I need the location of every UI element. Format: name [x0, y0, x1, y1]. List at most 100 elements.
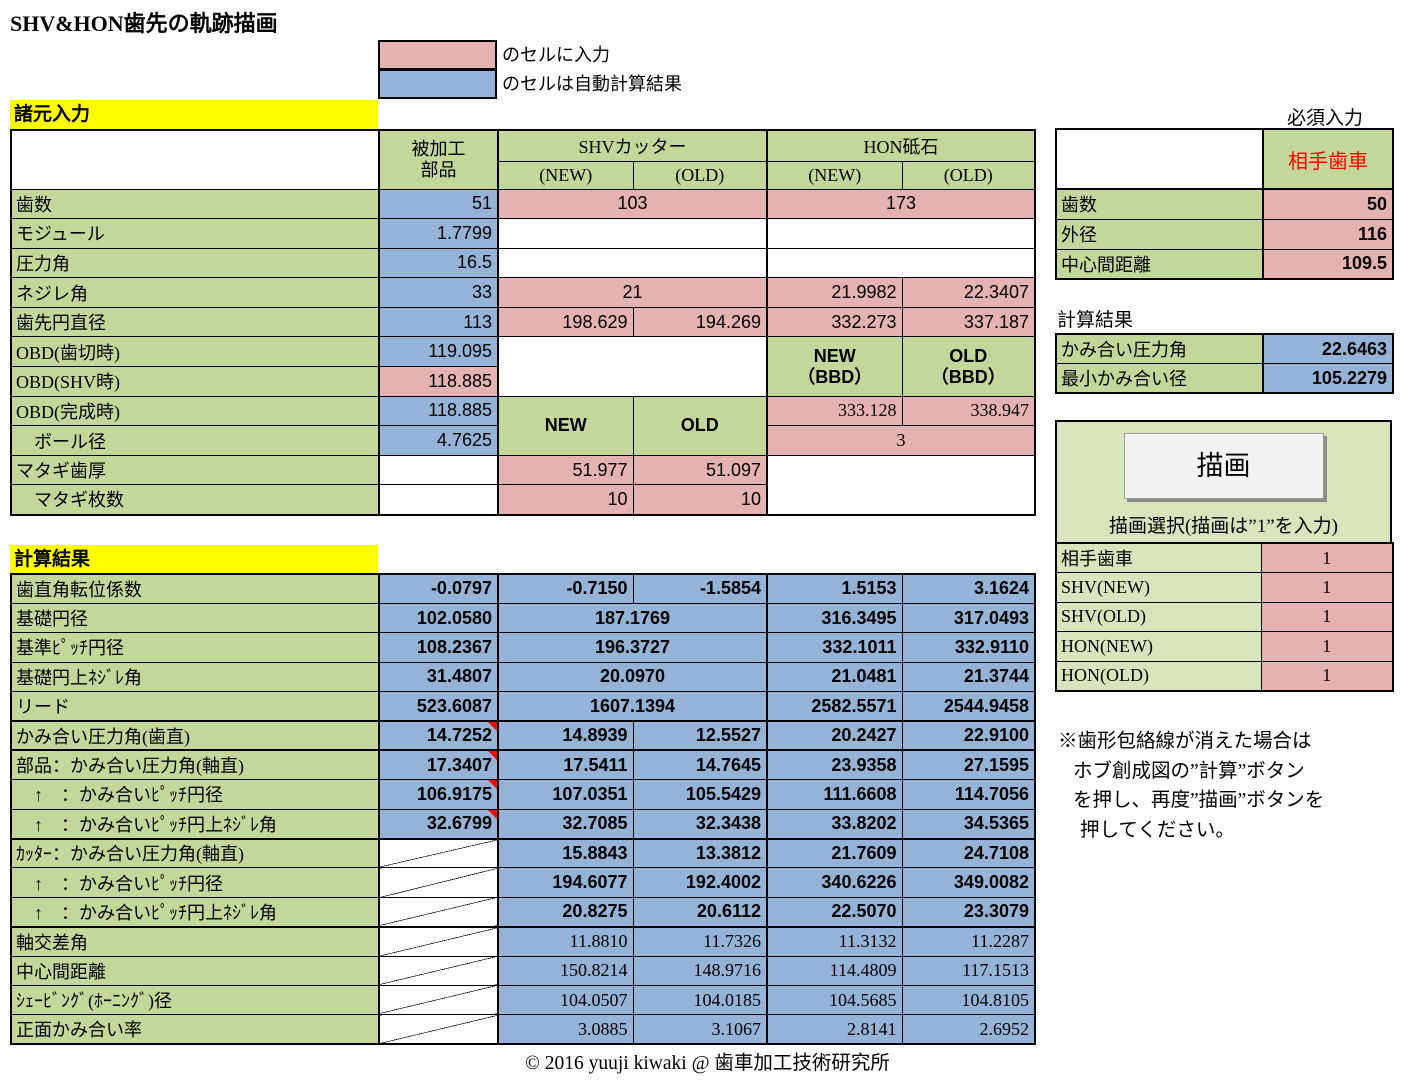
cell-partph-a: 32.7085: [497, 808, 634, 840]
right-calc-table: かみ合い圧力角 22.6463 最小かみ合い径 105.2279: [1055, 333, 1394, 394]
cell-obd-cutting-part: 119.095: [378, 336, 499, 368]
col-header-shv-old: (OLD): [632, 160, 768, 190]
cell-span-hon-empty: [766, 454, 1036, 516]
required-input-label: 必須入力: [1286, 108, 1363, 129]
col-header-workpiece: 被加工 部品: [378, 129, 499, 190]
cell-ratio-b: 3.1067: [632, 1014, 768, 1045]
cell-shift-part: -0.0797: [378, 573, 499, 604]
cell-shv-old-header: OLD: [632, 395, 768, 456]
cell-basehelix-c: 21.0481: [766, 661, 903, 693]
col-header-hon-new: (NEW): [766, 160, 903, 190]
cell-partpd-part: 106.9175: [378, 779, 499, 810]
cell-shave-na: [378, 984, 499, 1016]
cell-span-count-shv-new[interactable]: 10: [497, 484, 634, 516]
cell-shave-c: 104.5685: [766, 984, 903, 1016]
row-label-base-helix: 基礎円上ﾈｼﾞﾚ角: [10, 661, 380, 693]
cell-cutterpd-d: 349.0082: [901, 867, 1036, 898]
cell-ball-hon[interactable]: 3: [766, 425, 1036, 456]
row-label-obd-shv: OBD(SHV時): [10, 366, 380, 397]
legend-auto-swatch: [378, 69, 497, 99]
cell-cross-na: [378, 925, 499, 957]
cell-mate-teeth[interactable]: 50: [1262, 188, 1394, 220]
row-label-tip-diameter: 歯先円直径: [10, 306, 380, 338]
hon-old-bbd-line1: OLD: [949, 345, 988, 366]
cell-lead-shv: 1607.1394: [497, 691, 768, 722]
cell-mate-center-distance[interactable]: 109.5: [1262, 248, 1394, 280]
row-label-draw-shv-new: SHV(NEW): [1055, 572, 1262, 603]
cell-partpa-d: 27.1595: [901, 749, 1036, 781]
legend-input-swatch: [378, 40, 497, 70]
cell-shift-a: -0.7150: [497, 573, 634, 604]
cell-obd-shv-part[interactable]: 118.885: [378, 366, 499, 397]
cell-cutterpa-b: 13.3812: [632, 837, 768, 869]
cell-partph-b: 32.3438: [632, 808, 768, 840]
cell-helix-shv[interactable]: 21: [497, 277, 768, 308]
cell-pitchdia-c: 332.1011: [766, 632, 903, 663]
cell-helix-hon-old[interactable]: 22.3407: [901, 277, 1036, 308]
cell-span-width-shv-new[interactable]: 51.977: [497, 454, 634, 486]
cell-obd-finished-hon-old[interactable]: 338.947: [901, 395, 1036, 427]
cell-center-d: 117.1513: [901, 955, 1036, 986]
cell-meshpa-c: 20.2427: [766, 719, 903, 751]
cell-tipdia-shv-old[interactable]: 194.269: [632, 306, 768, 338]
cell-ratio-na: [378, 1014, 499, 1045]
mate-gear-table: 相手歯車 歯数 50 外径 116 中心間距離 109.5: [1055, 128, 1394, 280]
cell-draw-mate-flag[interactable]: 1: [1260, 542, 1394, 574]
row-label-min-mesh-dia: 最小かみ合い径: [1055, 363, 1264, 394]
cell-lead-c: 2582.5571: [766, 691, 903, 722]
cell-cross-b: 11.7326: [632, 925, 768, 957]
cell-pitchdia-part: 108.2367: [378, 632, 499, 663]
cell-tipdia-hon-new[interactable]: 332.273: [766, 306, 903, 338]
cell-cutterpa-na: [378, 837, 499, 869]
cell-helix-hon-new[interactable]: 21.9982: [766, 277, 903, 308]
comment-marker-icon: [488, 722, 496, 731]
comment-marker-icon: [488, 780, 496, 790]
cell-ratio-d: 2.6952: [901, 1014, 1036, 1045]
cell-cutterpd-c: 340.6226: [766, 867, 903, 898]
cell-basedia-shv: 187.1769: [497, 602, 768, 634]
cell-tipdia-hon-old[interactable]: 337.187: [901, 306, 1036, 338]
cell-meshpa-b: 12.5527: [632, 719, 768, 751]
cell-cross-c: 11.3132: [766, 925, 903, 957]
cell-span-width-shv-old[interactable]: 51.097: [632, 454, 768, 486]
cell-obd-finished-hon-new[interactable]: 333.128: [766, 395, 903, 427]
calc-table: 歯直角転位係数 -0.0797 -0.7150 -1.5854 1.5153 3…: [10, 573, 1036, 1046]
copyright-text: © 2016 yuuji kiwaki @ 歯車加工技術研究所: [525, 1053, 890, 1074]
cell-draw-hon-old-flag[interactable]: 1: [1260, 660, 1394, 692]
cell-cross-a: 11.8810: [497, 925, 634, 957]
draw-button[interactable]: 描画: [1123, 433, 1324, 499]
cell-cutterpa-d: 24.7108: [901, 837, 1036, 869]
cell-draw-shv-old-flag[interactable]: 1: [1260, 601, 1394, 633]
cell-tipdia-shv-new[interactable]: 198.629: [497, 306, 634, 338]
cell-ratio-a: 3.0885: [497, 1014, 634, 1045]
cell-obd-finished-part: 118.885: [378, 395, 499, 427]
mate-table-corner: [1055, 128, 1264, 190]
cell-teeth-shv[interactable]: 103: [497, 188, 768, 220]
cell-cutterpd-na: [378, 867, 499, 898]
row-label-obd-cutting: OBD(歯切時): [10, 336, 380, 368]
cell-module-hon-empty: [766, 218, 1036, 249]
cell-ratio-c: 2.8141: [766, 1014, 903, 1045]
input-table: 被加工 部品 SHVカッター HON砥石 (NEW) (OLD) (NEW) (…: [10, 129, 1036, 516]
cell-min-mesh-dia: 105.2279: [1262, 363, 1394, 394]
note-line-3: を押し、再度”描画”ボタンを: [1073, 790, 1325, 811]
row-label-mate-od: 外径: [1055, 218, 1264, 250]
input-section-banner: 諸元入力: [10, 100, 378, 129]
row-label-shaving-dia: ｼｪｰﾋﾞﾝｸﾞ(ﾎｰﾆﾝｸﾞ)径: [10, 984, 380, 1016]
hon-new-bbd-line1: NEW: [813, 345, 856, 366]
legend-input-label: のセルに入力: [502, 45, 610, 65]
cell-hon-old-bbd-header: OLD （BBD）: [901, 336, 1036, 397]
cell-mate-od[interactable]: 116: [1262, 218, 1394, 250]
cell-span-count-shv-old[interactable]: 10: [632, 484, 768, 516]
cell-shift-d: 3.1624: [901, 573, 1036, 604]
cell-draw-shv-new-flag[interactable]: 1: [1260, 572, 1394, 603]
cell-shave-d: 104.8105: [901, 984, 1036, 1016]
cell-teeth-hon[interactable]: 173: [766, 188, 1036, 220]
hon-old-bbd-line2: （BBD）: [930, 366, 1006, 387]
cell-partph-d: 34.5365: [901, 808, 1036, 840]
row-label-draw-hon-old: HON(OLD): [1055, 660, 1262, 692]
cell-pressure-shv-empty: [497, 247, 768, 279]
cell-draw-hon-new-flag[interactable]: 1: [1260, 631, 1394, 662]
comment-marker-icon: [488, 810, 496, 819]
row-label-part-mesh-pitch-helix: ↑ ：かみ合いﾋﾟｯﾁ円上ﾈｼﾞﾚ角: [10, 808, 380, 840]
